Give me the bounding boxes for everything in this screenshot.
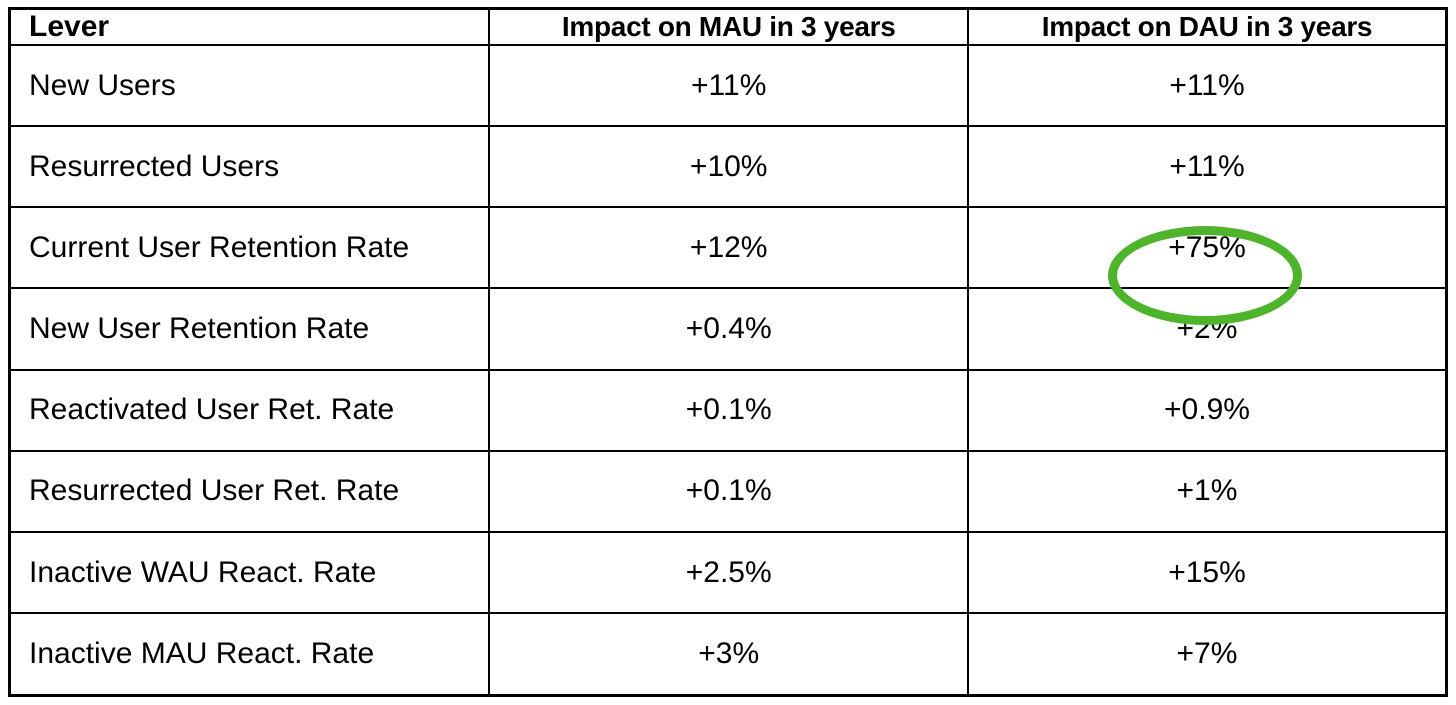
- table-row-new-users: New Users +11% +11%: [8, 43, 1448, 128]
- dau-value: +15%: [966, 530, 1448, 615]
- lever-label: Reactivated User Ret. Rate: [8, 368, 491, 452]
- column-header-lever: Lever: [8, 7, 491, 46]
- mau-value: +0.4%: [488, 287, 969, 371]
- table-row-resurrected-user-ret: Resurrected User Ret. Rate +0.1% +1%: [8, 449, 1448, 533]
- dau-value: +1%: [966, 449, 1448, 533]
- lever-label: Resurrected User Ret. Rate: [8, 449, 491, 533]
- table-row-current-user-retention: Current User Retention Rate +12% +75%: [8, 206, 1448, 290]
- column-header-mau-impact: Impact on MAU in 3 years: [488, 7, 969, 46]
- mau-value: +10%: [488, 125, 969, 209]
- dau-value: +11%: [966, 43, 1448, 128]
- header-row: Lever Impact on MAU in 3 years Impact on…: [8, 7, 1448, 46]
- lever-label: Current User Retention Rate: [8, 206, 491, 290]
- table-row-resurrected-users: Resurrected Users +10% +11%: [8, 125, 1448, 209]
- mau-value: +11%: [488, 43, 969, 128]
- table-row-inactive-wau-react: Inactive WAU React. Rate +2.5% +15%: [8, 530, 1448, 615]
- dau-value-highlighted: +75%: [966, 206, 1448, 290]
- table-row-reactivated-user-ret: Reactivated User Ret. Rate +0.1% +0.9%: [8, 368, 1448, 452]
- lever-label: Resurrected Users: [8, 125, 491, 209]
- lever-label: New User Retention Rate: [8, 287, 491, 371]
- lever-label: New Users: [8, 43, 491, 128]
- table-row-new-user-retention: New User Retention Rate +0.4% +2%: [8, 287, 1448, 371]
- lever-label: Inactive WAU React. Rate: [8, 530, 491, 615]
- dau-value: +11%: [966, 125, 1448, 209]
- mau-value: +2.5%: [488, 530, 969, 615]
- dau-value: +0.9%: [966, 368, 1448, 452]
- mau-value: +12%: [488, 206, 969, 290]
- mau-value: +0.1%: [488, 368, 969, 452]
- dau-value: +2%: [966, 287, 1448, 371]
- dau-value: +7%: [966, 612, 1448, 697]
- lever-label: Inactive MAU React. Rate: [8, 612, 491, 697]
- mau-value: +3%: [488, 612, 969, 697]
- impact-table-container: Lever Impact on MAU in 3 years Impact on…: [8, 7, 1448, 697]
- column-header-dau-impact: Impact on DAU in 3 years: [966, 7, 1448, 46]
- growth-levers-impact-table: Lever Impact on MAU in 3 years Impact on…: [8, 7, 1448, 697]
- mau-value: +0.1%: [488, 449, 969, 533]
- table-row-inactive-mau-react: Inactive MAU React. Rate +3% +7%: [8, 612, 1448, 697]
